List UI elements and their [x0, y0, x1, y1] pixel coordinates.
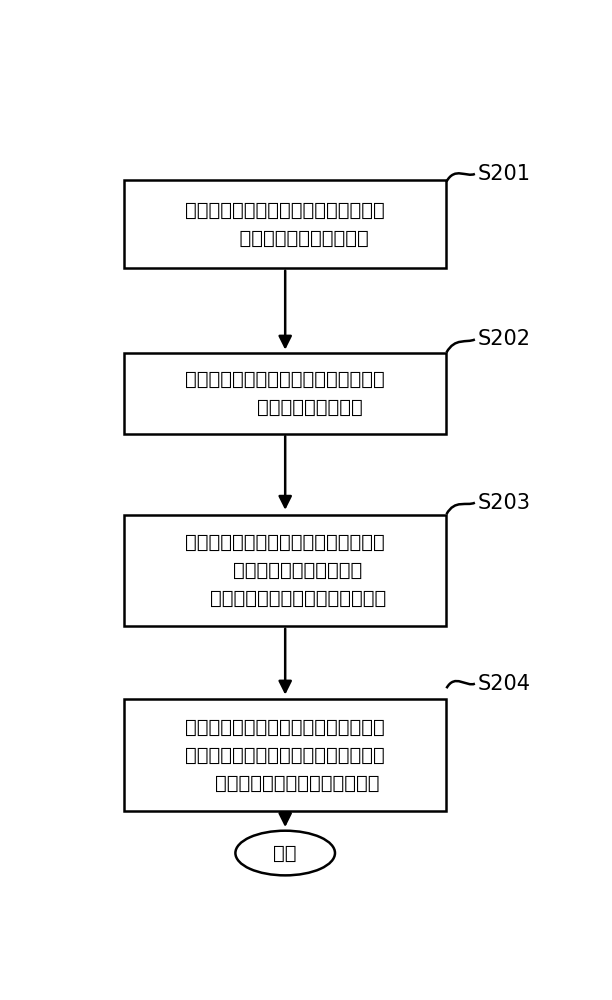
- Ellipse shape: [236, 831, 335, 875]
- Text: S202: S202: [477, 329, 530, 349]
- Text: S204: S204: [477, 674, 530, 694]
- Text: S201: S201: [477, 164, 530, 184]
- Text: S203: S203: [477, 493, 530, 513]
- Text: 评估所有的正确优化方案以得到最优的
优化方案，并按照该最优的优化方案对
    于同步网络拓扑进行实际的优化: 评估所有的正确优化方案以得到最优的 优化方案，并按照该最优的优化方案对 于同步网…: [185, 718, 385, 793]
- Text: 结束: 结束: [274, 844, 297, 863]
- Text: 对于同步孤岛执行试探性优化，判断各
    优化方案是否会导致同步
    错误，相应地记录正确的优化方案: 对于同步孤岛执行试探性优化，判断各 优化方案是否会导致同步 错误，相应地记录正确…: [185, 533, 386, 608]
- Text: 在前台对同步网络拓扑进行备份，从而
      获得同步网络拓扑的副本: 在前台对同步网络拓扑进行备份，从而 获得同步网络拓扑的副本: [185, 200, 385, 247]
- Bar: [124, 515, 447, 626]
- Text: 在后台对同步网络拓扑副本中的所有节
        点进行同步孤岛检测: 在后台对同步网络拓扑副本中的所有节 点进行同步孤岛检测: [185, 370, 385, 417]
- Bar: [124, 699, 447, 811]
- Bar: [124, 180, 447, 268]
- Bar: [124, 353, 447, 434]
